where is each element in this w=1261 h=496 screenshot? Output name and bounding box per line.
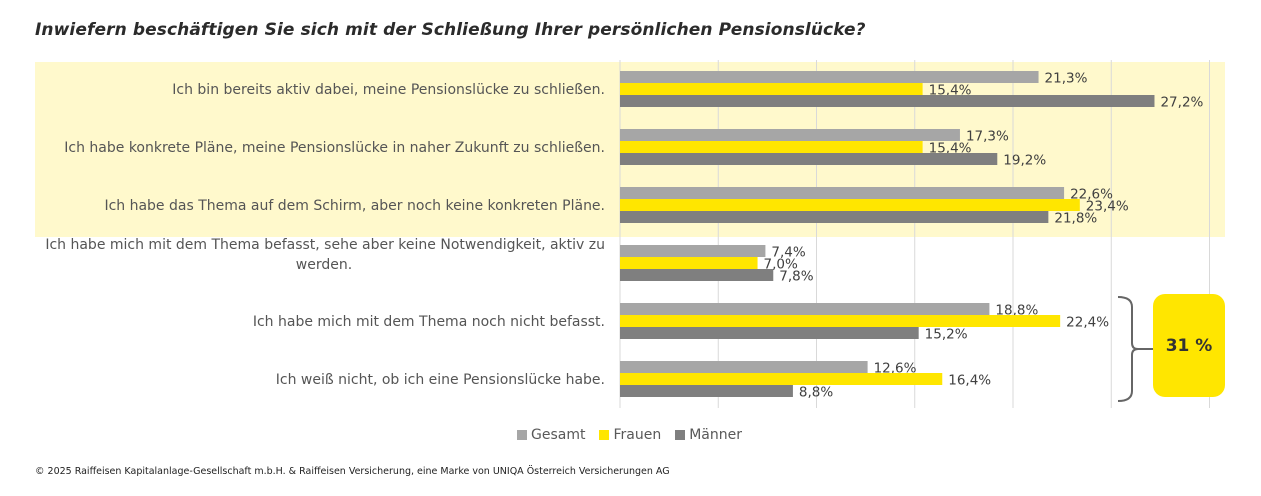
- bar-gesamt-4: [620, 303, 990, 315]
- bar-frauen-0: [620, 83, 923, 95]
- summary-callout: 31 %: [1153, 294, 1225, 397]
- bar-maenner-0: [620, 95, 1155, 107]
- bar-maenner-1: [620, 153, 998, 165]
- bar-frauen-4: [620, 315, 1061, 327]
- legend-item-maenner: Männer: [675, 427, 742, 443]
- bar-frauen-1: [620, 141, 923, 153]
- legend-item-frauen: Frauen: [599, 427, 661, 443]
- bar-maenner-4: [620, 327, 919, 339]
- value-label-maenner: 7,8%: [779, 269, 813, 285]
- category-label: Ich habe konkrete Pläne, meine Pensionsl…: [64, 140, 605, 156]
- chart-title: Inwiefern beschäftigen Sie sich mit der …: [35, 20, 866, 40]
- bar-gesamt-5: [620, 361, 868, 373]
- legend-label-frauen: Frauen: [613, 427, 662, 443]
- value-label-gesamt: 7,4%: [771, 245, 805, 261]
- value-label-frauen: 23,4%: [1086, 199, 1129, 215]
- value-label-gesamt: 22,6%: [1070, 187, 1113, 203]
- bar-maenner-5: [620, 385, 793, 397]
- legend-swatch-maenner: [675, 430, 686, 440]
- bar-gesamt-0: [620, 71, 1039, 83]
- value-label-maenner: 21,8%: [1054, 211, 1097, 227]
- value-label-gesamt: 12,6%: [874, 361, 917, 377]
- value-label-frauen: 15,4%: [929, 141, 972, 157]
- legend-label-gesamt: Gesamt: [531, 427, 586, 443]
- bar-frauen-3: [620, 257, 758, 269]
- legend-label-maenner: Männer: [689, 427, 742, 443]
- category-label: Ich weiß nicht, ob ich eine Pensionslück…: [276, 372, 605, 388]
- value-label-maenner: 8,8%: [799, 385, 833, 401]
- value-label-frauen: 16,4%: [948, 373, 991, 389]
- bar-gesamt-2: [620, 187, 1065, 199]
- value-label-frauen: 15,4%: [929, 83, 972, 99]
- category-label: Ich habe mich mit dem Thema befasst, seh…: [45, 237, 605, 253]
- bar-frauen-2: [620, 199, 1080, 211]
- value-label-gesamt: 18,8%: [995, 303, 1038, 319]
- value-label-frauen: 7,0%: [764, 257, 798, 273]
- brace-icon: [1117, 296, 1139, 402]
- bar-maenner-3: [620, 269, 774, 281]
- value-label-maenner: 15,2%: [925, 327, 968, 343]
- category-label: werden.: [296, 257, 352, 273]
- bar-gesamt-1: [620, 129, 960, 141]
- legend-item-gesamt: Gesamt: [517, 427, 585, 443]
- copyright-footer: © 2025 Raiffeisen Kapitalanlage-Gesellsc…: [35, 466, 670, 477]
- value-label-maenner: 27,2%: [1160, 95, 1203, 111]
- callout-value: 31 %: [1165, 335, 1213, 356]
- value-label-frauen: 22,4%: [1066, 315, 1109, 331]
- value-label-maenner: 19,2%: [1003, 153, 1046, 169]
- value-label-gesamt: 21,3%: [1045, 71, 1088, 87]
- category-label: Ich habe das Thema auf dem Schirm, aber …: [104, 198, 605, 214]
- bar-gesamt-3: [620, 245, 766, 257]
- category-label: Ich bin bereits aktiv dabei, meine Pensi…: [172, 82, 605, 98]
- value-label-gesamt: 17,3%: [966, 129, 1009, 145]
- bar-maenner-2: [620, 211, 1049, 223]
- bar-frauen-5: [620, 373, 943, 385]
- legend: Gesamt Frauen Männer: [517, 427, 742, 443]
- legend-swatch-frauen: [599, 430, 610, 440]
- legend-swatch-gesamt: [517, 430, 527, 440]
- category-label: Ich habe mich mit dem Thema noch nicht b…: [253, 314, 605, 330]
